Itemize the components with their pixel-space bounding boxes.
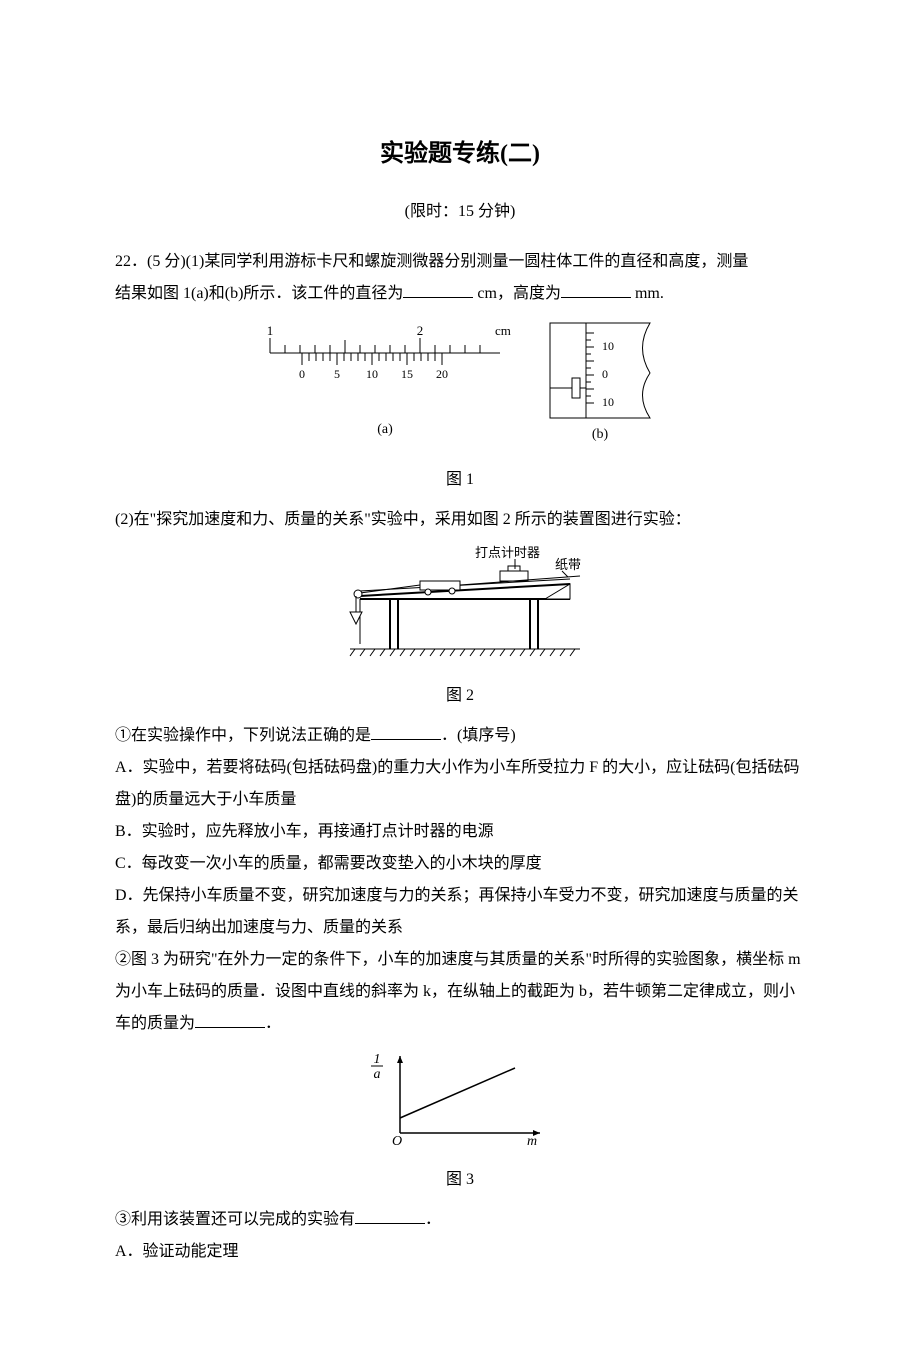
q22-2-2-end: ． (265, 1015, 281, 1032)
experiment-setup-svg: 打点计时器 纸带 (320, 544, 600, 664)
page-title: 实验题专练(二) (115, 130, 805, 178)
xlabel-m: m (527, 1134, 537, 1148)
label-timer: 打点计时器 (475, 545, 540, 560)
blank-mass (195, 1012, 265, 1028)
q22-2-1a: ①在实验操作中，下列说法正确的是 (115, 727, 371, 744)
mic-10a: 10 (602, 339, 614, 353)
fig2-label: 图 2 (115, 680, 805, 712)
q22-line2: 结果如图 1(a)和(b)所示．该工件的直径为 cm，高度为 mm. (115, 278, 805, 310)
ylabel-den: a (374, 1067, 381, 1082)
q22-line2c: mm. (631, 285, 664, 302)
option-C: C．每改变一次小车的质量，都需要改变垫入的小木块的厚度 (115, 848, 805, 880)
mic-0: 0 (602, 367, 608, 381)
q22-2-3: ③利用该装置还可以完成的实验有 ． (115, 1204, 805, 1236)
vernier-15: 15 (401, 367, 413, 381)
q22-line1: 22．(5 分)(1)某同学利用游标卡尺和螺旋测微器分别测量一圆柱体工件的直径和… (115, 246, 805, 278)
vernier-main-2: 2 (417, 323, 424, 338)
blank-q3 (355, 1208, 425, 1224)
option-B: B．实验时，应先释放小车，再接通打点计时器的电源 (115, 816, 805, 848)
q22-2-2: ②图 3 为研究"在外力一定的条件下，小车的加速度与其质量的关系"时所得的实验图… (115, 944, 805, 1040)
vernier-unit: cm (495, 323, 511, 338)
option-D: D．先保持小车质量不变，研究加速度与力的关系；再保持小车受力不变，研究加速度与质… (115, 880, 805, 944)
vernier-10: 10 (366, 367, 378, 381)
q22-line2a: 结果如图 1(a)和(b)所示．该工件的直径为 (115, 285, 403, 302)
vernier-and-micrometer-svg: 1 2 cm (250, 318, 670, 448)
blank-height (561, 282, 631, 298)
q22-part2: (2)在"探究加速度和力、质量的关系"实验中，采用如图 2 所示的装置图进行实验… (115, 504, 805, 536)
fig1-b-label: (b) (592, 427, 609, 442)
figure-1: 1 2 cm (115, 318, 805, 496)
graph-svg: 1 a O m (365, 1048, 555, 1148)
blank-q1 (371, 724, 441, 740)
option-A: A．实验中，若要将砝码(包括砝码盘)的重力大小作为小车所受拉力 F 的大小，应让… (115, 752, 805, 816)
ylabel-num: 1 (374, 1052, 381, 1067)
fig1-a-label: (a) (377, 422, 393, 437)
label-tape: 纸带 (555, 557, 581, 572)
q22-2-3a: ③利用该装置还可以完成的实验有 (115, 1211, 355, 1228)
q22-line2b: cm，高度为 (473, 285, 561, 302)
vernier-main-1: 1 (267, 323, 274, 338)
option-A3: A．验证动能定理 (115, 1236, 805, 1268)
origin-O: O (392, 1134, 402, 1148)
q22-2-1: ①在实验操作中，下列说法正确的是 ．(填序号) (115, 720, 805, 752)
time-limit: (限时：15 分钟) (115, 196, 805, 228)
vernier-0: 0 (299, 367, 305, 381)
q22-2-3b: ． (425, 1211, 441, 1228)
q22-2-1b: ．(填序号) (441, 727, 516, 744)
figure-2: 打点计时器 纸带 图 2 (115, 544, 805, 712)
vernier-20: 20 (436, 367, 448, 381)
mic-10b: 10 (602, 395, 614, 409)
figure-3: 1 a O m 图 3 (115, 1048, 805, 1196)
fig1-label: 图 1 (115, 464, 805, 496)
vernier-5: 5 (334, 367, 340, 381)
fig3-label: 图 3 (115, 1164, 805, 1196)
blank-diameter (403, 282, 473, 298)
